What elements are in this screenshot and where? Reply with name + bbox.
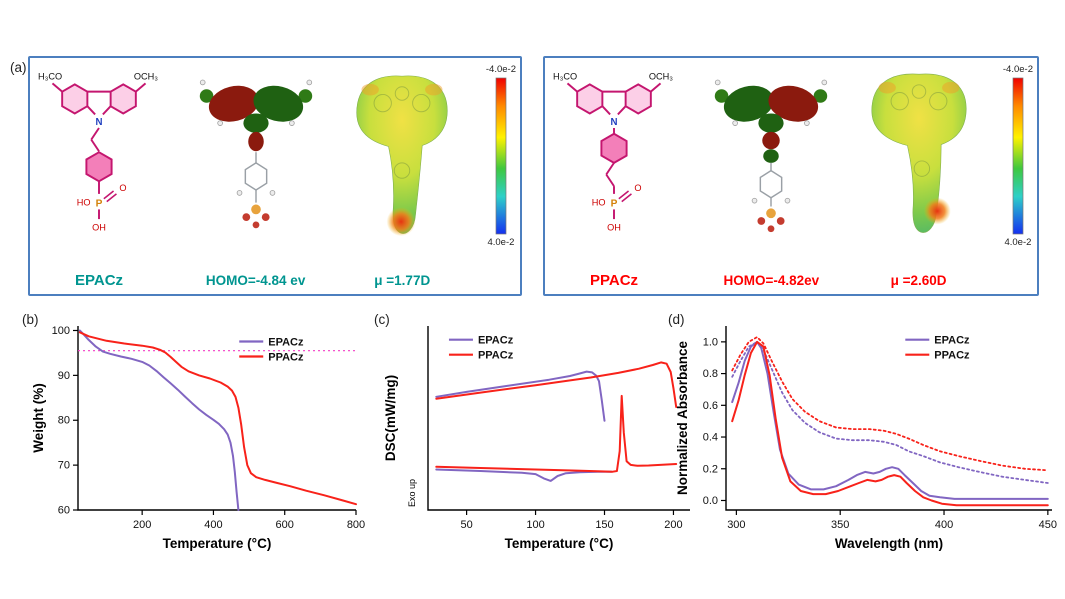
svg-text:60: 60 [58, 505, 70, 517]
methoxy-right-label: OCH₃ [134, 72, 158, 82]
epacz-panel: H₃CO OCH₃ N HO P O OH EPACz [28, 56, 522, 296]
nitrogen-label: N [96, 117, 103, 128]
methoxy-left-label: H₃CO [38, 72, 62, 82]
epacz-homo-image [199, 79, 312, 229]
tga-chart: 200 400 600 800 60 70 80 90 100 Temperature (°C) W… [31, 325, 365, 551]
epacz-structure-column: H₃CO OCH₃ N HO P O OH EPACz [36, 63, 162, 291]
dsc-chart-panel: (c) 50 100 150 200 Temperature (°C) DSC(mW/mg… [370, 308, 704, 560]
svg-text:200: 200 [664, 519, 682, 531]
svg-text:Temperature (°C): Temperature (°C) [505, 536, 614, 551]
svg-text:400: 400 [204, 519, 222, 531]
ppacz-esp-column: μ =2.60D [866, 63, 972, 291]
svg-text:100: 100 [526, 519, 544, 531]
hydroxy-left-label: HO [77, 198, 91, 208]
svg-text:90: 90 [58, 370, 70, 382]
svg-text:EPACz: EPACz [934, 335, 970, 347]
absorbance-chart: 300 350 400 450 0.0 0.2 0.4 0.6 0.8 1.0 Wavelength… [675, 326, 1057, 551]
colorbar-max-label: -4.0e-2 [485, 64, 516, 75]
colorbar-min-label: 4.0e-2 [487, 237, 515, 248]
oxygen-label: O [119, 183, 126, 193]
epacz-esp-image [356, 75, 448, 237]
svg-text:0.0: 0.0 [703, 495, 718, 507]
svg-text:300: 300 [727, 519, 745, 531]
svg-text:350: 350 [831, 519, 849, 531]
svg-text:Weight (%): Weight (%) [31, 383, 46, 453]
ppacz-colorbar: -4.0e-2 4.0e-2 [1003, 63, 1033, 291]
phosphorus-label: P [611, 198, 618, 209]
svg-text:150: 150 [595, 519, 613, 531]
epacz-esp-column: μ =1.77D [349, 63, 455, 291]
methoxy-right-label: OCH₃ [649, 72, 673, 82]
phosphorus-label: P [96, 198, 103, 209]
dsc-chart: 50 100 150 200 Temperature (°C) DSC(mW/mg) Exo… [383, 326, 690, 551]
epacz-colorbar: -4.0e-2 4.0e-2 [486, 63, 516, 291]
svg-text:Exo up: Exo up [407, 479, 417, 507]
svg-text:Temperature (°C): Temperature (°C) [163, 536, 272, 551]
methoxy-left-label: H₃CO [553, 72, 577, 82]
svg-text:PPACz: PPACz [268, 352, 304, 364]
colorbar-max-label: -4.0e-2 [1002, 64, 1033, 75]
ppacz-homo-image [715, 79, 828, 233]
ppacz-structure-column: H₃CO OCH₃ N HO P O OH PPACz [551, 63, 677, 291]
epacz-homo-column: HOMO=-4.84 ev [193, 63, 319, 291]
tga-chart-panel: (b) 200 400 600 800 60 70 80 90 100 Temperature (… [18, 308, 372, 560]
hydroxy-bottom-label: OH [92, 223, 106, 233]
svg-text:EPACz: EPACz [478, 335, 514, 347]
ppacz-structure-image: H₃CO OCH₃ N HO P O OH [553, 72, 673, 233]
svg-text:0.2: 0.2 [703, 463, 718, 475]
svg-text:0.8: 0.8 [703, 368, 718, 380]
svg-text:PPACz: PPACz [934, 350, 970, 362]
hydroxy-left-label: HO [592, 198, 606, 208]
svg-text:200: 200 [133, 519, 151, 531]
colorbar-gradient [495, 77, 507, 235]
svg-text:Normalized Absorbance: Normalized Absorbance [675, 340, 690, 495]
svg-text:70: 70 [58, 460, 70, 472]
svg-text:EPACz: EPACz [268, 337, 304, 349]
svg-text:50: 50 [460, 519, 472, 531]
dipole-label: μ =1.77D [374, 273, 431, 288]
homo-energy-label: HOMO=-4.82ev [723, 273, 820, 288]
svg-text:600: 600 [276, 519, 294, 531]
oxygen-label: O [634, 183, 641, 193]
colorbar-min-label: 4.0e-2 [1004, 237, 1032, 248]
svg-text:PPACz: PPACz [478, 350, 514, 362]
nitrogen-label: N [611, 117, 618, 128]
colorbar-gradient [1012, 77, 1024, 235]
svg-text:450: 450 [1039, 519, 1057, 531]
panel-c-label: (c) [374, 312, 390, 327]
svg-text:0.4: 0.4 [703, 432, 718, 444]
homo-energy-label: HOMO=-4.84 ev [205, 273, 306, 288]
svg-text:400: 400 [935, 519, 953, 531]
panel-a-label: (a) [10, 60, 27, 75]
svg-text:DSC(mW/mg): DSC(mW/mg) [383, 375, 398, 461]
ppacz-panel: H₃CO OCH₃ N HO P O OH PPACz [543, 56, 1039, 296]
svg-text:800: 800 [347, 519, 365, 531]
epacz-structure-image: H₃CO OCH₃ N HO P O OH [38, 72, 158, 233]
ppacz-homo-column: HOMO=-4.82ev [708, 63, 834, 291]
ppacz-esp-image [871, 73, 967, 233]
svg-text:0.6: 0.6 [703, 400, 718, 412]
svg-text:1.0: 1.0 [703, 336, 718, 348]
compound-name-label: PPACz [589, 272, 639, 289]
hydroxy-bottom-label: OH [607, 223, 621, 233]
dipole-label: μ =2.60D [890, 273, 947, 288]
panel-d-label: (d) [668, 312, 685, 327]
absorbance-chart-panel: (d) 300 350 400 450 0.0 0.2 0.4 0.6 0.8 1.0 Wavele… [664, 308, 1064, 560]
svg-text:Wavelength (nm): Wavelength (nm) [835, 536, 943, 551]
compound-name-label: EPACz [74, 272, 124, 289]
panel-b-label: (b) [22, 312, 39, 327]
svg-text:100: 100 [52, 325, 70, 337]
svg-text:80: 80 [58, 415, 70, 427]
